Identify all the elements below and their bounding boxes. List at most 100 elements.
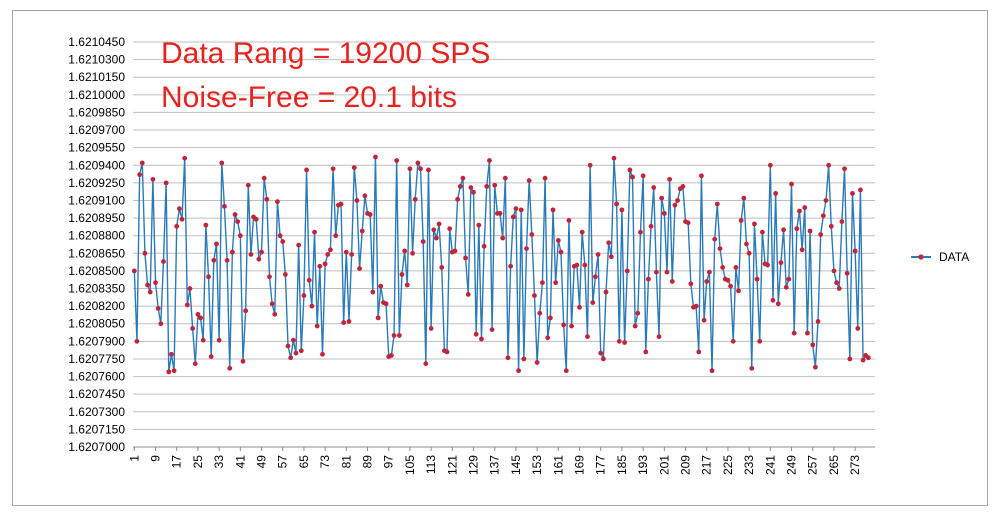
data-point — [333, 233, 339, 239]
data-point — [725, 277, 731, 283]
x-tick-label: 89 — [361, 455, 375, 469]
data-point — [259, 249, 264, 255]
data-point — [608, 254, 614, 260]
data-point — [487, 158, 492, 163]
data-point — [582, 262, 588, 268]
data-point — [521, 356, 527, 362]
data-point — [706, 269, 712, 275]
data-point — [131, 268, 137, 274]
data-point — [502, 175, 508, 181]
data-point — [545, 335, 551, 341]
data-point — [346, 318, 352, 324]
data-point — [436, 221, 442, 227]
data-point — [696, 349, 702, 355]
x-tick-label: 25 — [191, 455, 205, 469]
data-point — [198, 315, 203, 321]
data-point — [229, 249, 235, 255]
data-point — [595, 252, 601, 257]
data-point — [767, 162, 773, 168]
data-point — [815, 318, 821, 324]
data-point — [288, 355, 294, 361]
x-tick-label: 169 — [573, 455, 587, 475]
data-point — [420, 239, 426, 244]
y-tick-label: 1.6207300 — [68, 405, 125, 419]
data-point — [667, 176, 673, 182]
data-point — [614, 201, 620, 207]
data-point — [388, 353, 394, 358]
data-point — [330, 166, 336, 172]
data-point — [216, 337, 222, 343]
data-point — [733, 264, 739, 270]
data-point — [741, 195, 747, 201]
data-point — [728, 283, 733, 289]
x-tick-label: 153 — [530, 455, 544, 475]
data-point — [709, 368, 715, 374]
data-point — [744, 241, 749, 247]
data-point — [219, 160, 225, 166]
data-point — [799, 247, 805, 253]
data-point — [306, 277, 312, 283]
data-point — [407, 166, 413, 172]
data-point — [672, 202, 678, 208]
data-point — [359, 228, 365, 234]
x-tick-label: 113 — [424, 455, 438, 474]
x-tick-label: 81 — [339, 455, 353, 469]
data-point — [624, 268, 630, 274]
x-tick-label: 33 — [212, 455, 226, 469]
data-point — [510, 214, 516, 220]
data-point — [648, 223, 654, 229]
data-point — [373, 154, 378, 160]
data-point — [158, 321, 164, 327]
data-point — [182, 155, 188, 161]
data-point — [675, 198, 680, 203]
data-point — [752, 221, 757, 227]
data-point — [513, 206, 519, 212]
data-point — [298, 348, 304, 354]
data-point — [410, 250, 415, 256]
data-point — [317, 263, 323, 269]
data-point — [638, 229, 643, 235]
data-point — [314, 323, 320, 329]
data-point — [865, 355, 871, 361]
data-point — [524, 246, 529, 252]
data-point — [659, 195, 665, 201]
data-point — [789, 181, 794, 187]
data-point — [248, 252, 254, 257]
data-point — [465, 291, 471, 297]
data-point — [349, 252, 355, 257]
series-line-data — [133, 156, 869, 373]
data-point — [823, 198, 829, 203]
data-point — [701, 317, 707, 323]
y-tick-label: 1.6209550 — [68, 141, 125, 155]
y-tick-label: 1.6207150 — [68, 422, 125, 436]
data-point — [688, 281, 694, 287]
data-point — [593, 274, 598, 280]
data-point — [402, 248, 408, 254]
y-tick-label: 1.6208050 — [68, 317, 125, 331]
data-point — [622, 340, 627, 345]
x-tick-label: 17 — [170, 455, 184, 469]
x-tick-label: 233 — [742, 455, 756, 475]
data-point — [746, 250, 752, 256]
data-point — [850, 191, 855, 196]
data-point — [656, 334, 662, 340]
data-point — [426, 167, 431, 173]
data-point — [577, 304, 582, 310]
data-point — [200, 337, 206, 343]
data-point — [834, 280, 839, 286]
data-point — [651, 185, 657, 190]
data-point — [222, 203, 227, 209]
data-point — [847, 356, 853, 362]
data-point — [452, 248, 458, 254]
data-point — [476, 222, 482, 228]
data-point — [145, 282, 150, 288]
data-point — [566, 218, 572, 223]
data-point — [492, 182, 498, 188]
data-point — [423, 361, 429, 367]
x-tick-label: 9 — [149, 455, 163, 462]
data-point — [137, 172, 143, 178]
data-point — [714, 201, 720, 207]
data-point — [844, 270, 850, 276]
data-point — [391, 333, 397, 338]
data-point — [516, 368, 521, 374]
